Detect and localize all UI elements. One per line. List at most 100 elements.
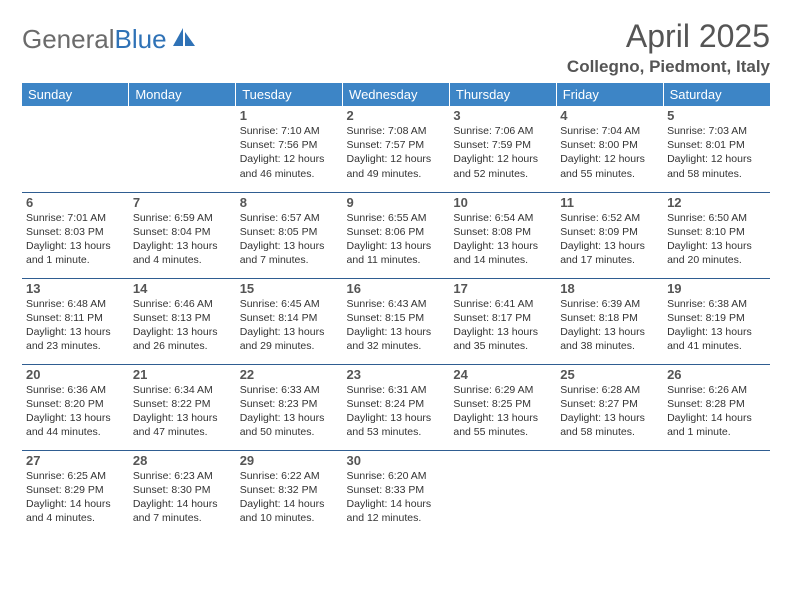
weekday-header: Friday <box>556 83 663 106</box>
calendar-cell: 11Sunrise: 6:52 AMSunset: 8:09 PMDayligh… <box>556 192 663 278</box>
month-title: April 2025 <box>567 18 770 55</box>
day-number: 8 <box>240 195 339 210</box>
calendar-cell: 18Sunrise: 6:39 AMSunset: 8:18 PMDayligh… <box>556 278 663 364</box>
day-number: 5 <box>667 108 766 123</box>
weekday-header: Sunday <box>22 83 129 106</box>
calendar-cell: 21Sunrise: 6:34 AMSunset: 8:22 PMDayligh… <box>129 364 236 450</box>
calendar-cell: 24Sunrise: 6:29 AMSunset: 8:25 PMDayligh… <box>449 364 556 450</box>
calendar-cell <box>556 450 663 536</box>
day-number: 2 <box>347 108 446 123</box>
day-info: Sunrise: 6:46 AMSunset: 8:13 PMDaylight:… <box>133 297 232 354</box>
weekday-header: Tuesday <box>236 83 343 106</box>
day-info: Sunrise: 6:38 AMSunset: 8:19 PMDaylight:… <box>667 297 766 354</box>
day-number: 14 <box>133 281 232 296</box>
calendar-cell: 2Sunrise: 7:08 AMSunset: 7:57 PMDaylight… <box>343 106 450 192</box>
logo: GeneralBlue <box>22 18 197 55</box>
logo-text-1: General <box>22 24 115 55</box>
weekday-header: Saturday <box>663 83 770 106</box>
calendar-week: 13Sunrise: 6:48 AMSunset: 8:11 PMDayligh… <box>22 278 770 364</box>
calendar-cell: 10Sunrise: 6:54 AMSunset: 8:08 PMDayligh… <box>449 192 556 278</box>
calendar-cell: 13Sunrise: 6:48 AMSunset: 8:11 PMDayligh… <box>22 278 129 364</box>
day-info: Sunrise: 6:31 AMSunset: 8:24 PMDaylight:… <box>347 383 446 440</box>
day-info: Sunrise: 6:48 AMSunset: 8:11 PMDaylight:… <box>26 297 125 354</box>
day-number: 10 <box>453 195 552 210</box>
calendar-table: SundayMondayTuesdayWednesdayThursdayFrid… <box>22 83 770 536</box>
calendar-cell: 17Sunrise: 6:41 AMSunset: 8:17 PMDayligh… <box>449 278 556 364</box>
calendar-cell: 26Sunrise: 6:26 AMSunset: 8:28 PMDayligh… <box>663 364 770 450</box>
calendar-week: 27Sunrise: 6:25 AMSunset: 8:29 PMDayligh… <box>22 450 770 536</box>
day-info: Sunrise: 6:54 AMSunset: 8:08 PMDaylight:… <box>453 211 552 268</box>
weekday-header: Thursday <box>449 83 556 106</box>
day-info: Sunrise: 6:41 AMSunset: 8:17 PMDaylight:… <box>453 297 552 354</box>
calendar-page: GeneralBlue April 2025 Collegno, Piedmon… <box>0 0 792 536</box>
calendar-cell <box>129 106 236 192</box>
day-info: Sunrise: 6:55 AMSunset: 8:06 PMDaylight:… <box>347 211 446 268</box>
day-info: Sunrise: 6:34 AMSunset: 8:22 PMDaylight:… <box>133 383 232 440</box>
page-header: GeneralBlue April 2025 Collegno, Piedmon… <box>22 18 770 77</box>
day-number: 28 <box>133 453 232 468</box>
calendar-cell: 27Sunrise: 6:25 AMSunset: 8:29 PMDayligh… <box>22 450 129 536</box>
day-number: 21 <box>133 367 232 382</box>
calendar-week: 1Sunrise: 7:10 AMSunset: 7:56 PMDaylight… <box>22 106 770 192</box>
day-info: Sunrise: 7:10 AMSunset: 7:56 PMDaylight:… <box>240 124 339 181</box>
day-info: Sunrise: 6:25 AMSunset: 8:29 PMDaylight:… <box>26 469 125 526</box>
day-number: 26 <box>667 367 766 382</box>
calendar-cell: 23Sunrise: 6:31 AMSunset: 8:24 PMDayligh… <box>343 364 450 450</box>
calendar-cell: 15Sunrise: 6:45 AMSunset: 8:14 PMDayligh… <box>236 278 343 364</box>
calendar-cell: 8Sunrise: 6:57 AMSunset: 8:05 PMDaylight… <box>236 192 343 278</box>
day-info: Sunrise: 6:36 AMSunset: 8:20 PMDaylight:… <box>26 383 125 440</box>
calendar-cell: 4Sunrise: 7:04 AMSunset: 8:00 PMDaylight… <box>556 106 663 192</box>
day-number: 27 <box>26 453 125 468</box>
day-number: 24 <box>453 367 552 382</box>
calendar-cell: 9Sunrise: 6:55 AMSunset: 8:06 PMDaylight… <box>343 192 450 278</box>
day-number: 11 <box>560 195 659 210</box>
day-info: Sunrise: 6:43 AMSunset: 8:15 PMDaylight:… <box>347 297 446 354</box>
day-info: Sunrise: 6:45 AMSunset: 8:14 PMDaylight:… <box>240 297 339 354</box>
calendar-cell: 1Sunrise: 7:10 AMSunset: 7:56 PMDaylight… <box>236 106 343 192</box>
day-info: Sunrise: 6:39 AMSunset: 8:18 PMDaylight:… <box>560 297 659 354</box>
calendar-week: 6Sunrise: 7:01 AMSunset: 8:03 PMDaylight… <box>22 192 770 278</box>
calendar-body: 1Sunrise: 7:10 AMSunset: 7:56 PMDaylight… <box>22 106 770 536</box>
calendar-cell: 3Sunrise: 7:06 AMSunset: 7:59 PMDaylight… <box>449 106 556 192</box>
day-info: Sunrise: 7:06 AMSunset: 7:59 PMDaylight:… <box>453 124 552 181</box>
day-number: 29 <box>240 453 339 468</box>
day-info: Sunrise: 6:29 AMSunset: 8:25 PMDaylight:… <box>453 383 552 440</box>
day-number: 9 <box>347 195 446 210</box>
calendar-cell: 20Sunrise: 6:36 AMSunset: 8:20 PMDayligh… <box>22 364 129 450</box>
weekday-row: SundayMondayTuesdayWednesdayThursdayFrid… <box>22 83 770 106</box>
logo-sail-icon <box>171 24 197 55</box>
day-number: 12 <box>667 195 766 210</box>
day-number: 6 <box>26 195 125 210</box>
title-block: April 2025 Collegno, Piedmont, Italy <box>567 18 770 77</box>
calendar-cell: 16Sunrise: 6:43 AMSunset: 8:15 PMDayligh… <box>343 278 450 364</box>
day-info: Sunrise: 6:28 AMSunset: 8:27 PMDaylight:… <box>560 383 659 440</box>
day-number: 22 <box>240 367 339 382</box>
day-info: Sunrise: 6:22 AMSunset: 8:32 PMDaylight:… <box>240 469 339 526</box>
calendar-cell <box>22 106 129 192</box>
location-label: Collegno, Piedmont, Italy <box>567 57 770 77</box>
day-number: 7 <box>133 195 232 210</box>
day-info: Sunrise: 6:50 AMSunset: 8:10 PMDaylight:… <box>667 211 766 268</box>
calendar-cell <box>663 450 770 536</box>
day-info: Sunrise: 7:04 AMSunset: 8:00 PMDaylight:… <box>560 124 659 181</box>
calendar-cell: 28Sunrise: 6:23 AMSunset: 8:30 PMDayligh… <box>129 450 236 536</box>
day-info: Sunrise: 7:01 AMSunset: 8:03 PMDaylight:… <box>26 211 125 268</box>
day-number: 17 <box>453 281 552 296</box>
day-info: Sunrise: 6:59 AMSunset: 8:04 PMDaylight:… <box>133 211 232 268</box>
calendar-week: 20Sunrise: 6:36 AMSunset: 8:20 PMDayligh… <box>22 364 770 450</box>
day-info: Sunrise: 6:57 AMSunset: 8:05 PMDaylight:… <box>240 211 339 268</box>
calendar-cell <box>449 450 556 536</box>
day-number: 25 <box>560 367 659 382</box>
day-number: 30 <box>347 453 446 468</box>
day-number: 20 <box>26 367 125 382</box>
calendar-cell: 19Sunrise: 6:38 AMSunset: 8:19 PMDayligh… <box>663 278 770 364</box>
day-info: Sunrise: 6:23 AMSunset: 8:30 PMDaylight:… <box>133 469 232 526</box>
day-info: Sunrise: 6:20 AMSunset: 8:33 PMDaylight:… <box>347 469 446 526</box>
day-info: Sunrise: 7:08 AMSunset: 7:57 PMDaylight:… <box>347 124 446 181</box>
calendar-cell: 7Sunrise: 6:59 AMSunset: 8:04 PMDaylight… <box>129 192 236 278</box>
day-info: Sunrise: 6:26 AMSunset: 8:28 PMDaylight:… <box>667 383 766 440</box>
day-number: 19 <box>667 281 766 296</box>
day-number: 1 <box>240 108 339 123</box>
weekday-header: Wednesday <box>343 83 450 106</box>
day-info: Sunrise: 7:03 AMSunset: 8:01 PMDaylight:… <box>667 124 766 181</box>
